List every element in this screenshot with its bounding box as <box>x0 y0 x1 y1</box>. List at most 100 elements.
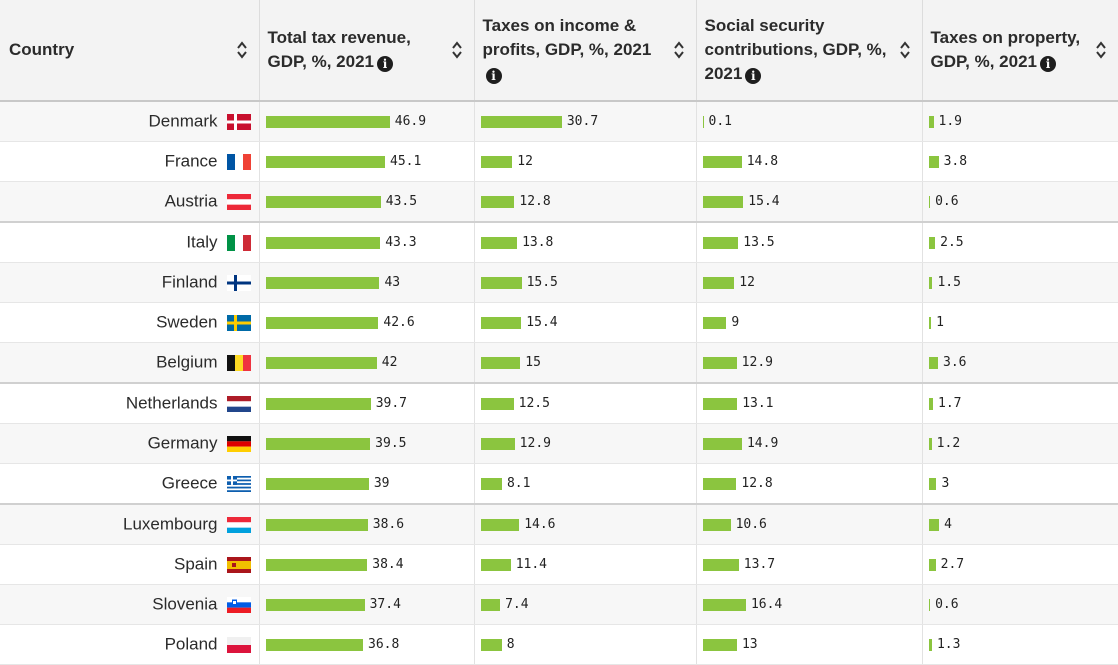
value-label: 7.4 <box>505 597 529 612</box>
value-label: 46.9 <box>394 114 427 129</box>
country-name: Belgium <box>156 352 218 372</box>
country-cell: Denmark <box>0 101 260 142</box>
finland-flag-icon <box>226 274 251 291</box>
austria-flag-icon <box>226 193 251 210</box>
country-name: Netherlands <box>125 393 218 413</box>
value-bar <box>480 638 502 651</box>
value-cell: 12 <box>474 141 697 182</box>
value-bar <box>702 316 727 329</box>
column-header-taxes-on-income[interactable]: Taxes on income & profits, GDP, %, 2021 i <box>474 0 697 102</box>
value-bar <box>702 356 737 369</box>
column-header-label: Total tax revenue, GDP, %, 2021 <box>267 28 411 71</box>
value-bar <box>480 437 515 450</box>
info-icon[interactable]: i <box>376 56 393 72</box>
value-cell: 43.3 <box>259 221 475 263</box>
value-label: 30.7 <box>566 114 599 129</box>
value-bar <box>480 276 522 289</box>
value-bar <box>265 477 369 490</box>
sort-icon[interactable] <box>899 41 910 59</box>
value-cell: 13.1 <box>696 382 923 424</box>
value-cell: 12 <box>696 262 923 303</box>
value-bar <box>265 598 365 611</box>
country-name: Finland <box>161 272 218 292</box>
table-row: Finland 43 15.5 12 1.5 <box>0 262 1118 303</box>
value-label: 42.6 <box>383 315 415 330</box>
value-bar <box>480 598 501 611</box>
country-name: France <box>164 151 218 171</box>
country-cell: Netherlands <box>0 382 260 424</box>
value-cell: 7.4 <box>474 584 697 625</box>
value-bar <box>702 115 704 128</box>
sort-icon[interactable] <box>236 41 247 59</box>
slovenia-flag-icon <box>226 596 251 613</box>
value-bar <box>265 316 379 329</box>
value-label: 38.6 <box>372 517 405 532</box>
value-cell: 12.9 <box>474 423 697 464</box>
value-label: 1.9 <box>938 114 963 129</box>
country-name: Germany <box>147 433 218 453</box>
value-label: 43.3 <box>385 235 417 250</box>
value-bar <box>265 155 385 168</box>
value-cell: 46.9 <box>259 101 475 142</box>
value-cell: 12.8 <box>474 181 697 223</box>
value-label: 14.9 <box>746 436 779 451</box>
value-cell: 30.7 <box>474 101 697 142</box>
value-cell: 36.8 <box>259 624 475 665</box>
value-cell: 39.5 <box>259 423 475 464</box>
germany-flag-icon <box>226 435 251 452</box>
value-label: 39.7 <box>375 396 408 411</box>
value-cell: 10.6 <box>696 503 923 545</box>
value-cell: 1 <box>922 302 1118 343</box>
value-bar <box>702 236 739 249</box>
value-bar <box>480 518 520 531</box>
value-label: 0.6 <box>935 194 959 209</box>
value-cell: 12.9 <box>696 342 923 384</box>
info-icon[interactable]: i <box>485 68 502 84</box>
value-bar <box>480 558 511 571</box>
sort-icon[interactable] <box>673 41 684 59</box>
value-cell: 1.7 <box>922 382 1118 424</box>
value-bar <box>928 598 931 611</box>
value-cell: 15.4 <box>474 302 697 343</box>
sort-icon[interactable] <box>1095 41 1106 59</box>
country-cell: Spain <box>0 544 260 585</box>
country-cell: Belgium <box>0 342 260 384</box>
value-cell: 14.6 <box>474 503 697 545</box>
value-label: 15.5 <box>526 275 558 290</box>
country-cell: France <box>0 141 260 182</box>
value-cell: 39 <box>259 463 475 505</box>
value-bar <box>265 356 377 369</box>
value-bar <box>480 115 562 128</box>
info-icon[interactable]: i <box>745 68 762 84</box>
column-header-label: Taxes on property, GDP, %, 2021 <box>930 28 1081 71</box>
column-header-social-security[interactable]: Social security contributions, GDP, %, 2… <box>696 0 923 102</box>
country-cell: Greece <box>0 463 260 505</box>
sort-icon[interactable] <box>451 41 462 59</box>
column-header-taxes-on-property[interactable]: Taxes on property, GDP, %, 2021 i <box>922 0 1118 102</box>
value-cell: 39.7 <box>259 382 475 424</box>
luxembourg-flag-icon <box>226 516 251 533</box>
country-name: Spain <box>174 554 218 574</box>
value-cell: 2.7 <box>922 544 1118 585</box>
value-cell: 1.2 <box>922 423 1118 464</box>
value-cell: 11.4 <box>474 544 697 585</box>
value-cell: 13.5 <box>696 221 923 263</box>
country-cell: Italy <box>0 221 260 263</box>
value-cell: 38.4 <box>259 544 475 585</box>
value-bar <box>928 276 933 289</box>
value-bar <box>928 236 936 249</box>
value-bar <box>928 477 937 490</box>
value-cell: 0.6 <box>922 584 1118 625</box>
value-cell: 15 <box>474 342 697 384</box>
column-header-total-tax-revenue[interactable]: Total tax revenue, GDP, %, 2021 i <box>259 0 475 102</box>
info-icon[interactable]: i <box>1039 56 1056 72</box>
value-label: 3.8 <box>943 154 968 169</box>
value-bar <box>928 558 936 571</box>
value-bar <box>702 598 746 611</box>
value-label: 15.4 <box>526 315 558 330</box>
value-bar <box>265 115 390 128</box>
poland-flag-icon <box>226 636 251 653</box>
value-bar <box>928 518 940 531</box>
column-header-country[interactable]: Country <box>0 0 260 102</box>
value-label: 37.4 <box>369 597 401 612</box>
